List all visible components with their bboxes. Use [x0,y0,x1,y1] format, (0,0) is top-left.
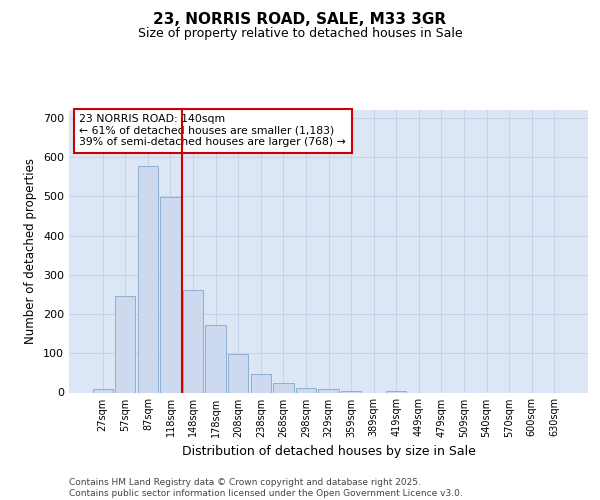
Bar [273,382,293,392]
Bar [205,325,226,392]
Bar [92,388,113,392]
Text: 23, NORRIS ROAD, SALE, M33 3GR: 23, NORRIS ROAD, SALE, M33 3GR [154,12,446,28]
X-axis label: Distribution of detached houses by size in Sale: Distribution of detached houses by size … [182,445,475,458]
Bar [160,197,181,392]
Bar [228,354,248,393]
Bar [386,390,406,392]
Bar [115,296,136,392]
Bar [183,290,203,392]
Text: Contains HM Land Registry data © Crown copyright and database right 2025.
Contai: Contains HM Land Registry data © Crown c… [69,478,463,498]
Text: 23 NORRIS ROAD: 140sqm
← 61% of detached houses are smaller (1,183)
39% of semi-: 23 NORRIS ROAD: 140sqm ← 61% of detached… [79,114,346,148]
Text: Size of property relative to detached houses in Sale: Size of property relative to detached ho… [137,28,463,40]
Bar [341,390,361,392]
Bar [319,390,338,392]
Y-axis label: Number of detached properties: Number of detached properties [25,158,37,344]
Bar [138,166,158,392]
Bar [296,388,316,392]
Bar [251,374,271,392]
